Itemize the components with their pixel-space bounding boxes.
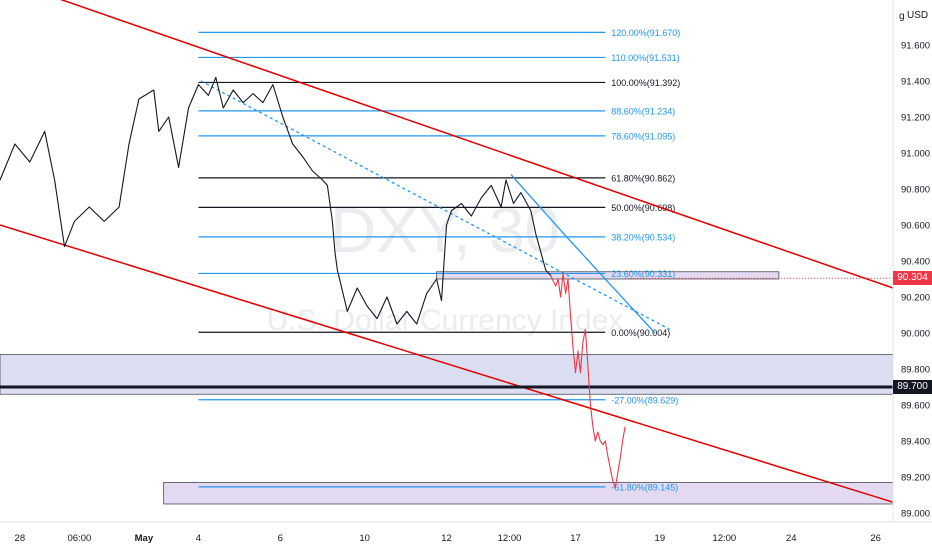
fibonacci-levels: 120.00%(91.670) 110.00%(91.531) 100.00%(91… [198,28,680,492]
time-tick-label: 12:00 [498,533,522,544]
time-tick-label: 12:00 [712,533,736,544]
price-tick-label: 90.600 [901,221,930,232]
price-tick-label: 91.200 [901,113,930,124]
channel-line [0,224,894,503]
time-tick-label: 26 [870,533,881,544]
fib-level-label: 78.60%(91.095) [611,131,675,141]
time-tick-label: 12 [441,533,452,544]
price-tick-label: 91.000 [901,149,930,160]
dashed-trend-line [200,80,671,330]
price-tick-label: 91.600 [901,41,930,52]
description-watermark: U.S. Dollar Currency Index [267,304,624,337]
highlight-level-tag: 89.700 [893,380,932,394]
price-line [0,76,552,325]
fib-level-label: 0.00%(90.004) [611,328,670,338]
time-tick-label: 17 [570,533,581,544]
price-series [0,76,626,489]
fib-level-label: 100.00%(91.392) [611,78,680,88]
time-tick-label: 10 [359,533,370,544]
time-tick-label: 6 [278,533,283,544]
time-tick-label: 24 [786,533,797,544]
price-tick-label: 89.400 [901,437,930,448]
fib-level-label: 23.60%(90.331) [611,269,675,279]
price-tick-label: 89.800 [901,365,930,376]
fib-level-label: 120.00%(91.670) [611,28,680,38]
support-zone [163,482,894,505]
fib-level-label: -27.00%(89.629) [611,395,678,405]
time-tick-label: 28 [15,533,26,544]
watermark: DXY, 30 U.S. Dollar Currency Index [267,194,624,337]
fib-level-label: -61.80%(89.145) [611,482,678,492]
axis-settings-icon[interactable]: g [899,11,905,22]
fib-level-label: 88.60%(91.234) [611,106,675,116]
fib-level-label: 110.00%(91.531) [611,53,679,63]
price-tick-label: 89.000 [901,509,930,520]
price-line [550,273,626,489]
fib-level-label: 38.20%(90.534) [611,232,675,242]
time-tick-label: 06:00 [67,533,91,544]
price-tick-label: 90.200 [901,293,930,304]
price-tick-label: 90.400 [901,257,930,268]
fib-level-label: 61.80%(90.862) [611,173,675,183]
currency-label: USD [907,10,928,21]
time-tick-label: 4 [196,533,201,544]
price-tick-label: 89.200 [901,473,930,484]
price-tick-label: 91.400 [901,77,930,88]
price-tick-label: 89.600 [901,401,930,412]
fib-level-label: 50.00%(90.698) [611,203,675,213]
drawing-lines [0,0,894,503]
channel-line [60,0,894,289]
trend-line [510,174,656,334]
support-zone [436,271,780,280]
time-tick-label: May [135,533,154,544]
price-tick-label: 90.000 [901,329,930,340]
last-price-tag: 90.304 [893,271,932,286]
price-tick-label: 90.800 [901,185,930,196]
time-tick-label: 19 [655,533,666,544]
